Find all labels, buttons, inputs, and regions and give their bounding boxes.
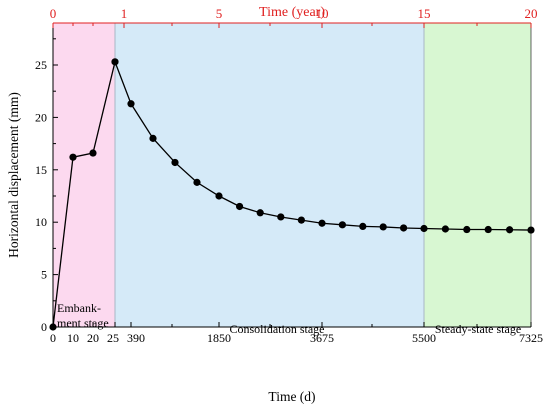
stage-label-steady: Steady-state stage: [435, 322, 521, 336]
top-tick-label: 15: [418, 6, 431, 21]
axis-labels: Time (d) Time (year) Horizontal displaceme…: [6, 5, 521, 404]
stage-label-embankment: Embank-: [57, 301, 101, 315]
top-tick-label: 1: [121, 6, 128, 21]
data-point: [256, 209, 264, 217]
plot-frame: [52, 22, 532, 328]
data-point: [506, 226, 514, 234]
x-tick-label: 5500: [412, 331, 436, 345]
y-tick-label: 0: [41, 320, 47, 334]
data-point: [441, 225, 449, 233]
stage-label-embankment: ment stage: [57, 316, 109, 330]
x-tick-label: 20: [87, 331, 99, 345]
data-point: [171, 158, 179, 167]
top-tick-label: 10: [316, 6, 329, 21]
data-point: [527, 226, 535, 234]
data-point: [277, 213, 285, 221]
y-tick-label: 10: [35, 215, 47, 229]
data-point: [69, 153, 77, 161]
x-axis-title: Time (d): [268, 389, 315, 404]
data-point: [379, 223, 387, 231]
data-point: [89, 149, 97, 157]
data-point: [359, 222, 367, 230]
data-point: [149, 134, 157, 142]
stage-band-consolidation: [115, 23, 424, 327]
x-tick-label: 7325: [519, 331, 543, 345]
top-tick-label: 0: [50, 6, 57, 21]
data-point: [236, 202, 244, 211]
data-point: [297, 216, 305, 224]
stage-bands: [53, 23, 531, 327]
y-tick-label: 20: [35, 110, 47, 124]
x-tick-label: 10: [67, 331, 79, 345]
data-point: [215, 192, 223, 200]
data-point: [49, 323, 57, 331]
x-tick-label: 390: [127, 331, 145, 345]
top-tick-label: 5: [216, 6, 223, 21]
stage-band-embankment: [53, 23, 115, 327]
data-point: [193, 178, 201, 186]
series-layer: [49, 58, 535, 331]
data-point: [318, 219, 326, 227]
y-tick-label: 15: [35, 163, 47, 177]
x-tick-label: 1850: [207, 331, 231, 345]
stage-label-consolidation: Consolidation stage: [230, 322, 325, 336]
x-tick-label: 25: [107, 331, 119, 345]
data-point: [111, 58, 119, 66]
stage-band-steady: [424, 23, 531, 327]
data-point: [127, 100, 135, 108]
y-axis-title: Horizontal displacement (mm): [6, 92, 21, 258]
data-point: [338, 221, 346, 229]
data-point: [420, 224, 428, 233]
x-tick-label: 0: [50, 331, 56, 345]
data-point: [400, 224, 408, 232]
data-point: [484, 225, 492, 234]
y-tick-label: 5: [41, 268, 47, 282]
data-point: [463, 225, 471, 234]
top-tick-label: 20: [525, 6, 538, 21]
x-tick-label: 3675: [310, 331, 334, 345]
y-tick-label: 25: [35, 58, 47, 72]
top-axis-title: Time (year): [259, 5, 325, 20]
